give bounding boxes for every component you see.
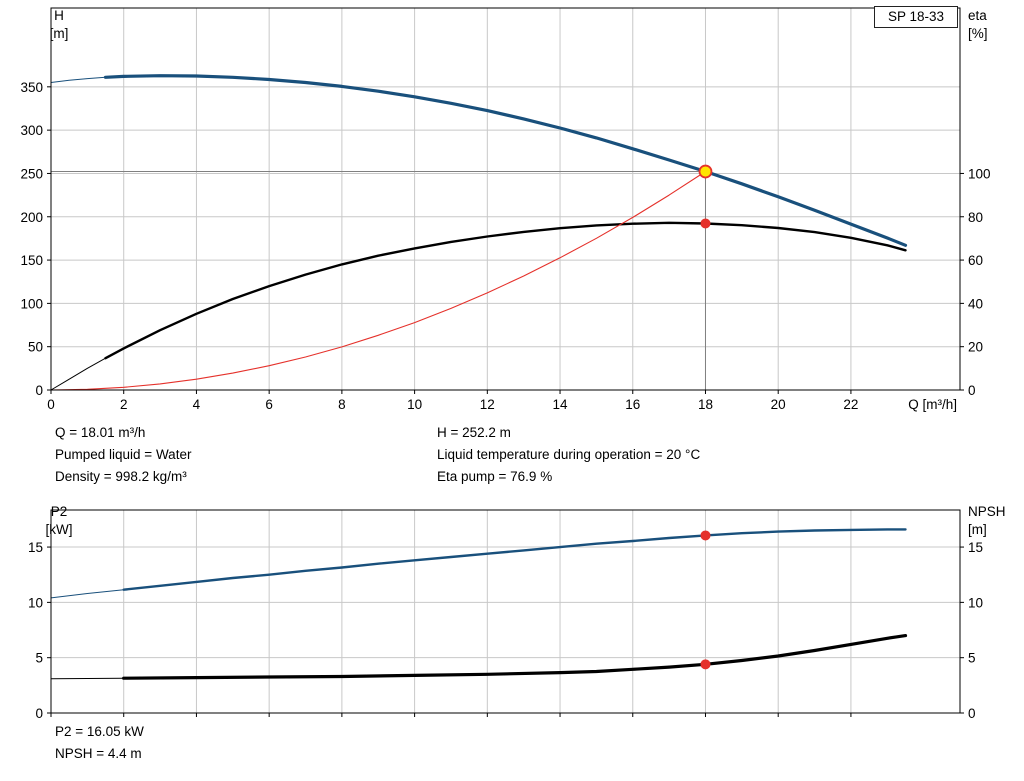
curve-H	[50, 75, 906, 246]
y-tick-label-left: 0	[35, 706, 43, 721]
y-tick-label-right: 100	[968, 166, 991, 181]
pump-type-badge: SP 18-33	[874, 6, 958, 28]
annotation-density: Density = 998.2 kg/m³	[55, 469, 187, 484]
plot-frame	[50, 7, 961, 391]
y-tick-label-left: 5	[35, 651, 43, 666]
curve-H	[103, 74, 908, 247]
duty-annotations-right: H = 252.2 m Liquid temperature during op…	[437, 422, 700, 488]
y-tick-label-right: 20	[968, 340, 983, 355]
right-axis-title: eta	[968, 8, 987, 23]
x-tick-label: 20	[771, 397, 786, 412]
y-tick-label-right: 0	[968, 383, 976, 398]
curve-system-curve	[50, 170, 707, 391]
annotation-p2: P2 = 16.05 kW	[55, 724, 144, 739]
annotation-h: H = 252.2 m	[437, 425, 511, 440]
right-axis-title: NPSH	[968, 504, 1006, 519]
right-axis-title: [%]	[968, 26, 988, 41]
y-tick-label-right: 40	[968, 296, 983, 311]
p2-npsh-chart: 0 5 10 15 0 5 10 15 P2 [kW] NPSH [m]	[28, 504, 1006, 721]
y-tick-label-left: 200	[20, 210, 43, 225]
right-axis-title: [m]	[968, 522, 987, 537]
y-tick-label-left: 10	[28, 595, 43, 610]
curve-P2	[50, 528, 906, 599]
annotation-liquid-temperature: Liquid temperature during operation = 20…	[437, 447, 701, 462]
left-axis-title: H	[54, 8, 64, 23]
qh-eta-chart: 0 2 4 6 8 10 12 14 16 18 20 22050100150200250300350…	[20, 7, 991, 412]
curve-eta	[104, 221, 907, 360]
plot-frame	[50, 509, 961, 714]
y-tick-label-right: 0	[968, 706, 976, 721]
y-tick-label-right: 10	[968, 595, 983, 610]
annotation-npsh: NPSH = 4.4 m	[55, 746, 142, 761]
left-axis-title: P2	[51, 504, 68, 519]
duty-annotations-left: Q = 18.01 m³/h Pumped liquid = Water Den…	[55, 422, 191, 488]
x-tick-label: 6	[265, 397, 273, 412]
y-tick-label-left: 300	[20, 123, 43, 138]
annotation-q: Q = 18.01 m³/h	[55, 425, 146, 440]
y-tick-label-right: 5	[968, 651, 976, 666]
x-tick-label: 12	[480, 397, 495, 412]
duty-point-marker[interactable]	[698, 164, 713, 179]
x-tick-label: 8	[338, 397, 346, 412]
x-tick-label: 4	[193, 397, 201, 412]
y-tick-label-left: 250	[20, 166, 43, 181]
y-tick-label-right: 15	[968, 540, 983, 555]
y-tick-label-left: 350	[20, 80, 43, 95]
curve-NPSH	[122, 633, 908, 680]
y-tick-label-right: 80	[968, 210, 983, 225]
x-tick-label: 10	[407, 397, 422, 412]
x-axis-title: Q [m³/h]	[908, 397, 957, 412]
annotation-pumped-liquid: Pumped liquid = Water	[55, 447, 192, 462]
npsh-point-marker	[700, 659, 711, 670]
x-tick-label: 16	[625, 397, 640, 412]
y-tick-label-left: 0	[35, 383, 43, 398]
y-tick-label-left: 100	[20, 296, 43, 311]
y-tick-label-left: 150	[20, 253, 43, 268]
y-tick-label-left: 50	[28, 340, 43, 355]
x-tick-label: 2	[120, 397, 128, 412]
power-annotations: P2 = 16.05 kW NPSH = 4.4 m	[55, 721, 144, 765]
eta-point-marker	[700, 218, 711, 229]
annotation-eta-pump: Eta pump = 76.9 %	[437, 469, 553, 484]
left-axis-title: [m]	[50, 26, 69, 41]
x-tick-label: 22	[843, 397, 858, 412]
x-tick-label: 14	[553, 397, 569, 412]
x-tick-label: 18	[698, 397, 713, 412]
y-tick-label-left: 15	[28, 540, 43, 555]
left-axis-title: [kW]	[46, 522, 73, 537]
curve-eta	[50, 222, 906, 391]
x-tick-label: 0	[47, 397, 55, 412]
curve-P2	[122, 528, 907, 591]
y-tick-label-right: 60	[968, 253, 983, 268]
p2-point-marker	[700, 530, 711, 541]
